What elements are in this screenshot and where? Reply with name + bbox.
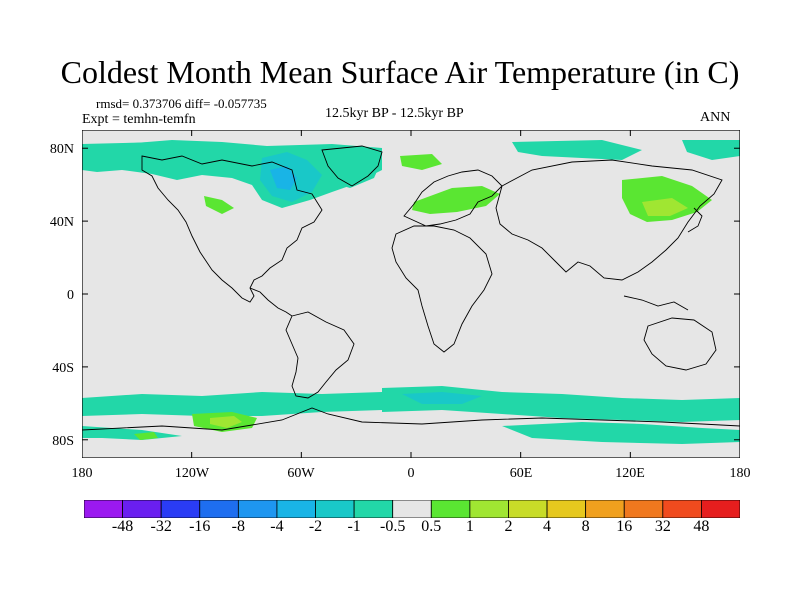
coast-asia — [495, 159, 723, 281]
anomaly-hudson — [270, 166, 297, 190]
x-tick-0: 0 — [407, 466, 415, 481]
colorbar-label: -16 — [189, 518, 211, 535]
anomaly-siberia-east — [682, 140, 740, 160]
coast-europe — [403, 169, 503, 227]
colorbar-label: 2 — [504, 518, 513, 535]
anomaly-northeast-asia — [512, 140, 642, 160]
coast-north-america — [141, 155, 323, 303]
y-tick-80n: 80N — [49, 142, 74, 157]
coastlines — [82, 145, 740, 431]
anomaly-antarctic-pacific-core — [210, 416, 242, 428]
colorbar-swatch-0 — [84, 500, 123, 518]
anomaly-greenland-sea — [317, 148, 382, 188]
anomaly-europe-russia — [412, 186, 500, 214]
colorbar-swatch-4 — [237, 500, 278, 518]
coast-central-america — [249, 287, 293, 317]
stats-label: rmsd= 0.373706 diff= -0.057735 — [96, 96, 267, 111]
x-tick-60w: 60W — [287, 466, 315, 481]
axis-ticks — [82, 130, 740, 458]
colorbar-swatch-15 — [662, 500, 702, 518]
coast-sea-islands — [623, 295, 689, 311]
colorbar-swatch-11 — [508, 500, 548, 518]
colorbar-label: 16 — [616, 518, 633, 535]
colorbar-swatch-2 — [160, 500, 201, 518]
y-tick-40n: 40N — [49, 215, 74, 230]
colorbar-label: 1 — [465, 518, 474, 535]
colorbar-label: 0.5 — [421, 518, 442, 535]
colorbar-label: -0.5 — [380, 518, 406, 535]
x-tick-120e: 120E — [615, 466, 645, 481]
coast-antarctica — [82, 407, 740, 431]
world-map — [82, 130, 740, 458]
colorbar — [84, 500, 740, 518]
experiment-label: Expt = temhn-temfn — [82, 112, 196, 127]
colorbar-swatch-5 — [276, 500, 316, 518]
x-tick-60e: 60E — [509, 466, 533, 481]
colorbar-label: -8 — [231, 518, 245, 535]
coast-australia — [643, 317, 717, 371]
anomaly-antarctic-east — [502, 422, 740, 444]
y-tick-0: 0 — [67, 288, 74, 303]
y-tick-40s: 40S — [52, 361, 74, 376]
colorbar-swatch-6 — [315, 500, 355, 518]
anomaly-alaska-west — [82, 142, 202, 164]
coast-japan — [687, 207, 703, 233]
anomaly-east-asia-core — [642, 198, 688, 216]
anomaly-pacific-nw — [204, 196, 234, 214]
colorbar-swatch-3 — [199, 500, 239, 518]
colorbar-label: -32 — [150, 518, 172, 535]
colorbar-label: 4 — [543, 518, 552, 535]
colorbar-label: 48 — [693, 518, 710, 535]
y-tick-80s: 80S — [52, 434, 74, 449]
colorbar-label: -48 — [111, 518, 134, 535]
x-tick-120w: 120W — [174, 466, 210, 481]
colorbar-swatch-9 — [430, 500, 471, 518]
colorbar-label: 8 — [581, 518, 590, 535]
colorbar-label: -1 — [347, 518, 361, 535]
colorbar-swatch-14 — [623, 500, 664, 518]
colorbar-label: -2 — [308, 518, 323, 535]
anomaly-europe-north — [400, 154, 442, 170]
colorbar-swatch-12 — [546, 500, 587, 518]
colorbar-label: -4 — [270, 518, 284, 535]
anomaly-southern-ocean-mid — [402, 392, 482, 404]
x-tick-180e: 180 — [729, 466, 751, 481]
season-label: ANN — [700, 110, 731, 125]
anomaly-antarctic-spot — [134, 432, 158, 440]
coast-greenland — [321, 145, 383, 187]
colorbar-swatch-8 — [392, 500, 432, 518]
x-tick-180w: 180 — [71, 466, 93, 481]
colorbar-swatch-13 — [585, 500, 625, 518]
colorbar-swatch-10 — [469, 500, 509, 518]
period-label: 12.5kyr BP - 12.5kyr BP — [325, 106, 464, 121]
colorbar-swatch-7 — [353, 500, 394, 518]
anomaly-fills — [82, 140, 740, 444]
colorbar-swatch-1 — [122, 500, 162, 518]
chart-title: Coldest Month Mean Surface Air Temperatu… — [60, 54, 740, 90]
colorbar-swatch-16 — [701, 500, 740, 518]
coast-south-america — [285, 311, 355, 399]
coast-africa — [391, 225, 493, 353]
colorbar-label: 32 — [654, 518, 671, 535]
